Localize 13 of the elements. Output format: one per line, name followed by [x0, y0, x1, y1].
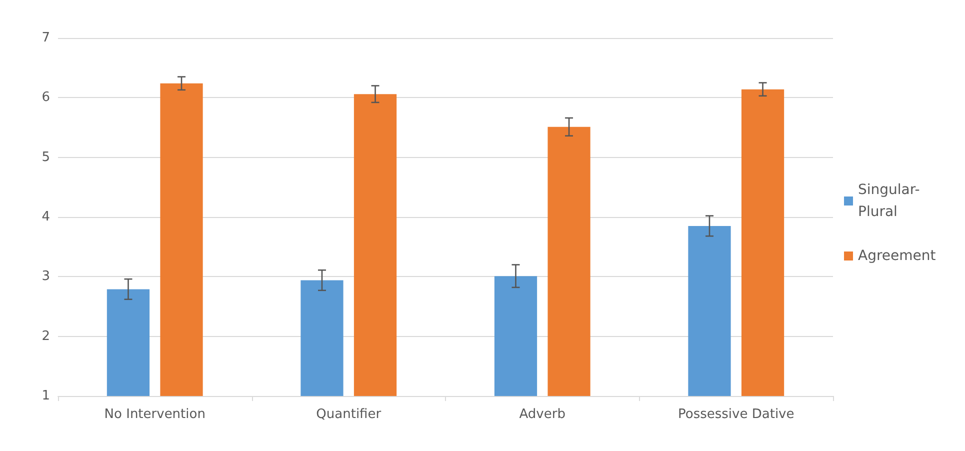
y-tick-label: 5 [42, 150, 50, 165]
x-tick-label: Quantifier [316, 407, 382, 422]
legend-label: Singular-Plural [858, 182, 920, 220]
y-tick-label: 1 [42, 388, 50, 404]
y-tick-label: 2 [42, 328, 50, 344]
y-tick-label: 4 [42, 210, 50, 224]
x-tick-label: Adverb [519, 407, 566, 422]
x-tick-label: Possessive Dative [678, 407, 794, 422]
x-tick-label: No Intervention [104, 407, 206, 422]
y-tick-label: 7 [42, 30, 50, 46]
y-tick-label: 3 [42, 269, 50, 284]
legend-label: Agreement [858, 248, 936, 264]
y-tick-label: 6 [42, 90, 50, 106]
